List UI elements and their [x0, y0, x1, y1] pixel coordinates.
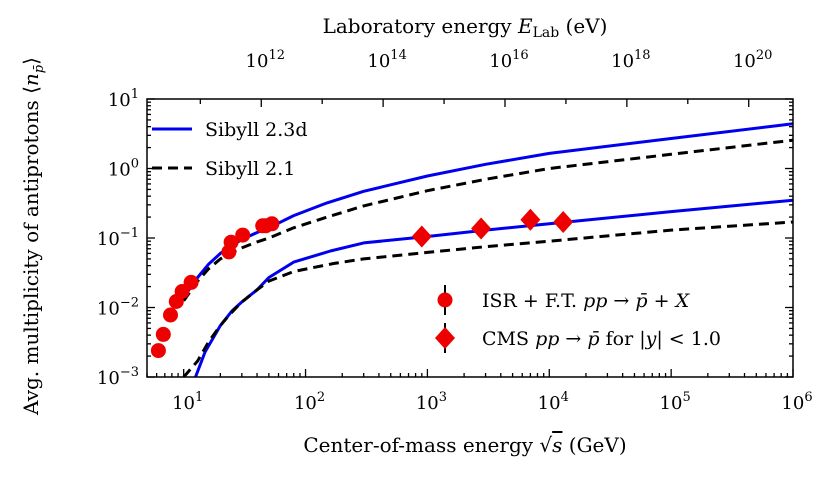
x-axis-label-s: s	[552, 433, 562, 457]
x-tick-label: 103	[416, 390, 447, 414]
sqrt-symbol: √	[539, 433, 552, 457]
x-tick-label: 106	[781, 390, 812, 414]
legend-sibyll21-label: Sibyll 2.1	[205, 158, 295, 180]
legend-sibyll23d-label: Sibyll 2.3d	[205, 119, 308, 141]
top-tick-label: 1012	[246, 48, 285, 72]
cms-data-point	[411, 225, 432, 248]
top-tick-label: 1020	[733, 48, 772, 72]
isr-data-point	[183, 274, 199, 290]
legend-isr-label: ISR + F.T. pp → p̄ + X	[482, 290, 691, 312]
isr-data-point	[150, 343, 166, 359]
isr-data-point	[163, 307, 178, 323]
top-axis-label: Laboratory energy ELab (eV)	[323, 14, 608, 41]
legend-data: ISR + F.T. pp → p̄ + X CMS pp → p̄ for |…	[435, 285, 721, 353]
series-sibyll-2-1-lower	[182, 220, 793, 377]
legend-models: Sibyll 2.3d Sibyll 2.1	[152, 119, 308, 180]
top-tick-label: 1018	[611, 48, 650, 72]
x-axis-label-unit: (GeV)	[562, 433, 626, 457]
isr-data-point	[235, 227, 251, 243]
y-tick-label: 100	[108, 157, 139, 181]
x-tick-label: 104	[538, 390, 569, 414]
y-tick-label: 101	[108, 87, 139, 111]
x-axis-label: Center-of-mass energy √s (GeV)	[303, 433, 626, 457]
legend-cms-marker	[435, 327, 455, 349]
cms-data-point	[553, 211, 574, 233]
x-tick-label: 105	[660, 390, 691, 414]
y-tick-label: 10−2	[97, 296, 139, 320]
y-axis-label: Avg. multiplicity of antiprotons ⟨np̄⟩	[19, 57, 47, 416]
isr-data-point	[155, 326, 171, 342]
top-tick-label: 1014	[367, 48, 406, 72]
series-sibyll-2-3d-upper	[182, 122, 793, 299]
isr-data-point	[264, 216, 280, 232]
y-tick-label: 10−1	[97, 226, 139, 250]
isr-data-point	[223, 234, 239, 250]
cms-data-point	[471, 217, 492, 240]
x-axis-label-text: Center-of-mass energy	[303, 433, 539, 457]
x-tick-label: 101	[172, 390, 203, 414]
x-tick-label: 102	[294, 390, 325, 414]
legend-isr-marker	[437, 292, 453, 308]
series-sibyll-2-1-upper	[182, 138, 793, 302]
cms-data-point	[520, 208, 541, 231]
y-tick-label: 10−3	[97, 365, 139, 389]
top-tick-label: 1016	[489, 48, 528, 72]
legend-cms-label: CMS pp → p̄ for |y| < 1.0	[482, 328, 721, 350]
